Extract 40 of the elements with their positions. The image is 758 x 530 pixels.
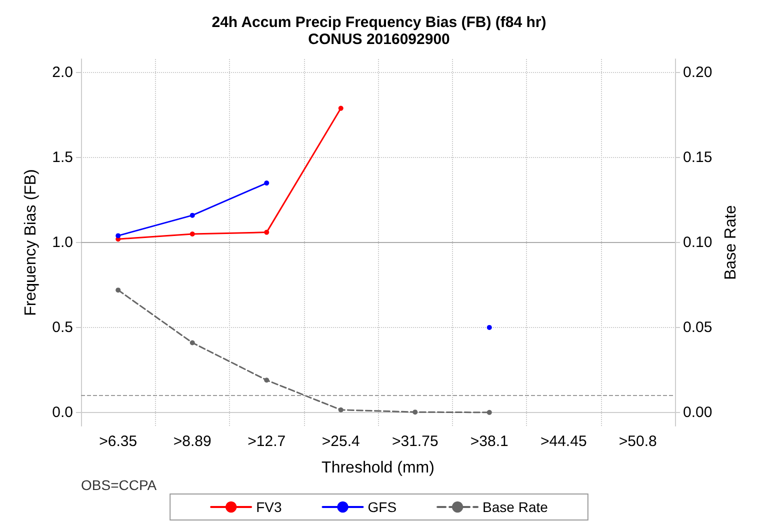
legend-label: FV3 xyxy=(256,499,282,515)
x-tick-label: >8.89 xyxy=(173,433,212,450)
point xyxy=(264,378,270,383)
x-tick-label: >50.8 xyxy=(618,433,657,450)
y-tick-label: 0.0 xyxy=(52,404,73,421)
y-tick-label: 1.0 xyxy=(52,234,73,251)
point xyxy=(338,106,344,111)
point xyxy=(264,230,270,235)
y2-tick-label: 0.15 xyxy=(683,149,712,166)
x-tick-label: >12.7 xyxy=(248,433,286,450)
y2-axis-title: Base Rate xyxy=(722,205,740,280)
point xyxy=(116,288,121,293)
x-tick-label: >44.45 xyxy=(540,433,587,450)
chart-subtitle: CONUS 2016092900 xyxy=(308,31,450,48)
y-tick-label: 2.0 xyxy=(52,64,73,82)
x-tick-label: >25.4 xyxy=(322,433,360,450)
legend-label: Base Rate xyxy=(482,499,548,515)
point xyxy=(486,324,492,330)
point xyxy=(412,410,418,415)
legend-label: GFS xyxy=(368,499,397,515)
point xyxy=(116,233,121,238)
point xyxy=(264,180,270,186)
y-tick-label: 0.5 xyxy=(52,318,73,336)
point xyxy=(190,212,195,218)
chart-title: 24h Accum Precip Frequency Bias (FB) (f84 hr) xyxy=(212,14,546,31)
x-tick-label: >38.1 xyxy=(470,433,508,450)
point xyxy=(486,410,492,415)
x-tick-label: >31.75 xyxy=(392,433,438,450)
point xyxy=(190,232,195,237)
y-axis-title: Frequency Bias (FB) xyxy=(22,169,40,316)
point xyxy=(338,407,344,412)
x-tick-label: >6.35 xyxy=(99,433,138,450)
point xyxy=(190,340,195,346)
y2-tick-label: 0.10 xyxy=(683,234,712,251)
y2-tick-label: 0.00 xyxy=(683,404,712,421)
x-axis-title: Threshold (mm) xyxy=(322,460,434,476)
y2-tick-label: 0.20 xyxy=(683,64,712,82)
y-tick-label: 1.5 xyxy=(52,149,73,166)
y2-tick-label: 0.05 xyxy=(683,318,712,336)
text: OBS=CCPA xyxy=(81,477,158,493)
